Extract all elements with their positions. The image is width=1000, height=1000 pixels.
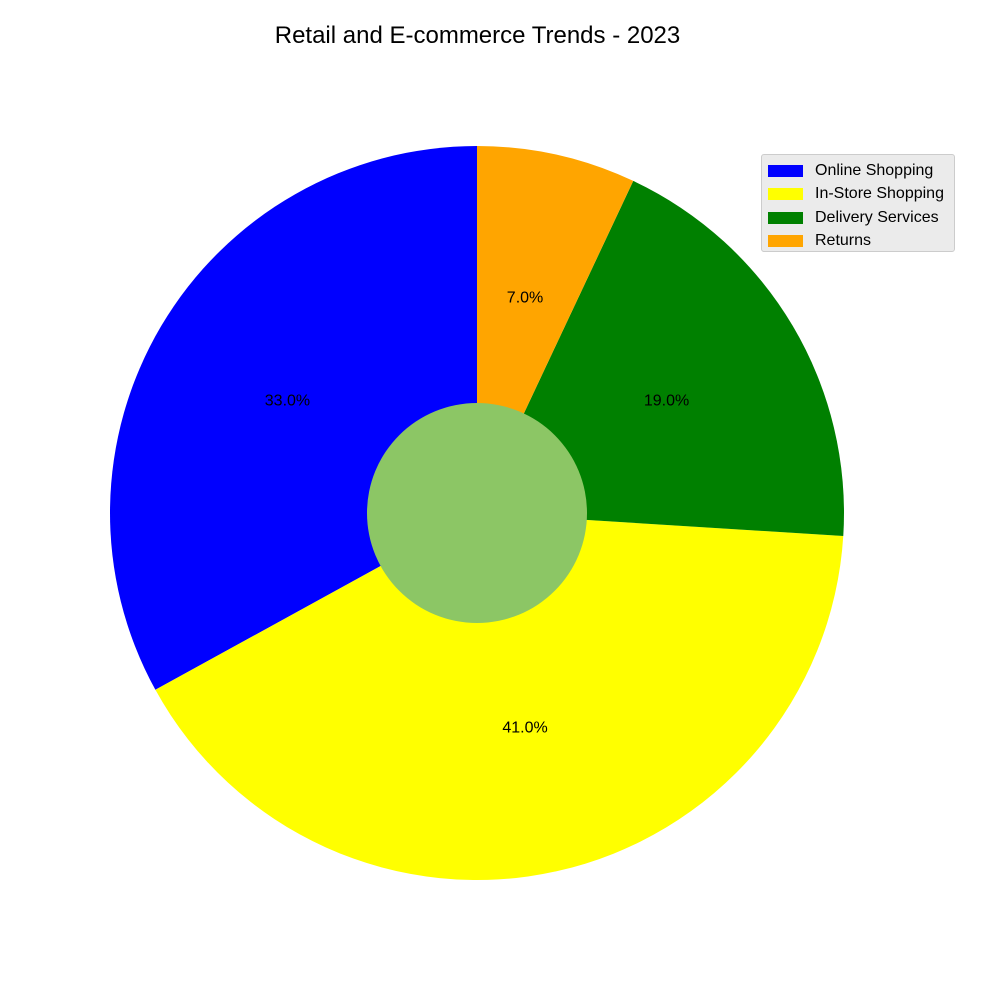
- legend-label: In-Store Shopping: [815, 185, 944, 203]
- slice-value-label: 33.0%: [265, 392, 310, 409]
- legend-item: In-Store Shopping: [768, 183, 954, 207]
- legend-swatch: [768, 235, 803, 248]
- legend-label: Delivery Services: [815, 208, 939, 226]
- pie-labels: 33.0% 41.0% 19.0% 7.0%: [265, 290, 689, 737]
- slice-value-label: 7.0%: [507, 290, 543, 307]
- legend-label: Online Shopping: [815, 161, 934, 179]
- legend-item: Returns: [768, 230, 954, 254]
- slice-value-label: 19.0%: [644, 392, 689, 409]
- chart-title: Retail and E-commerce Trends - 2023: [274, 22, 681, 49]
- legend-label: Returns: [815, 232, 872, 250]
- legend-item: Online Shopping: [768, 159, 954, 183]
- legend: Online Shopping In-Store Shopping Delivery…: [761, 154, 955, 252]
- legend-swatch: [768, 211, 803, 224]
- pie-slice-in-store-shopping: [155, 513, 844, 881]
- slice-value-label: 41.0%: [502, 719, 547, 736]
- legend-item: Delivery Services: [768, 206, 954, 230]
- center-circle: [367, 403, 587, 623]
- legend-swatch: [768, 164, 803, 177]
- pie-slice-delivery-services: [477, 180, 844, 537]
- legend-swatch: [768, 188, 803, 201]
